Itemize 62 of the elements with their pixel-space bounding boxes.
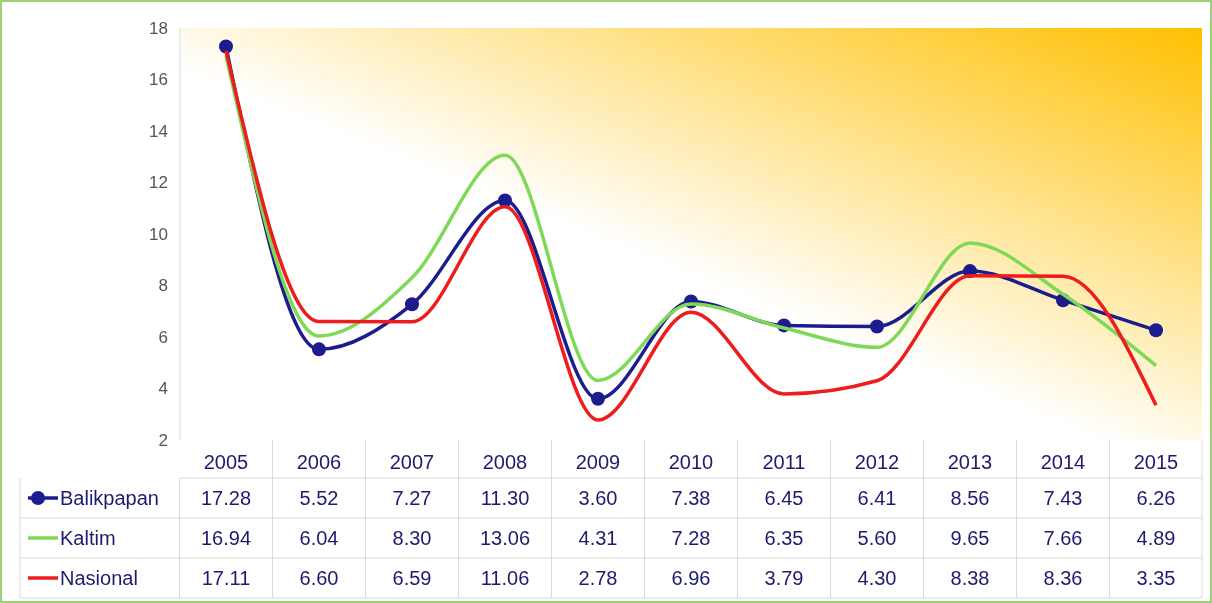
data-label: 7.66 (1043, 527, 1083, 549)
point (219, 39, 233, 54)
x-tick-label: 2014 (1040, 451, 1086, 473)
data-label: 11.30 (480, 487, 530, 509)
x-tick-label: 2015 (1133, 451, 1179, 473)
y-tick-label: 2 (158, 430, 168, 450)
data-label: 6.96 (671, 567, 711, 589)
point (312, 342, 326, 357)
data-label: 11.06 (480, 567, 530, 589)
x-tick-label: 2006 (296, 451, 342, 473)
data-label: 6.41 (857, 487, 897, 509)
data-label: 6.60 (299, 567, 339, 589)
data-label: 6.35 (764, 527, 804, 549)
y-tick-label: 12 (149, 173, 168, 193)
y-tick-label: 18 (149, 18, 168, 38)
x-tick-label: 2010 (668, 451, 714, 473)
y-tick-label: 6 (158, 327, 168, 347)
data-label: 5.60 (857, 527, 897, 549)
y-tick-label: 16 (149, 70, 168, 90)
y-tick-label: 10 (149, 224, 168, 244)
data-label: 13.06 (479, 527, 531, 549)
data-label: 8.38 (950, 567, 990, 589)
data-label: 4.89 (1136, 527, 1176, 549)
x-tick-label: 2008 (482, 451, 528, 473)
data-label: 2.78 (578, 567, 618, 589)
y-tick-label: 8 (158, 276, 168, 296)
point (1149, 323, 1163, 338)
point (405, 297, 419, 312)
data-label: 17.11 (201, 567, 251, 589)
data-label: 16.94 (200, 527, 252, 549)
y-tick-label: 14 (149, 121, 168, 141)
data-label: 3.60 (578, 487, 618, 509)
data-label: 6.04 (299, 527, 339, 549)
data-label: 3.35 (1136, 567, 1176, 589)
data-label: 8.36 (1043, 567, 1083, 589)
point (591, 391, 605, 406)
x-tick-label: 2005 (203, 451, 249, 473)
x-tick-label: 2013 (947, 451, 993, 473)
legend-label: Nasional (60, 567, 138, 589)
point (870, 319, 884, 334)
data-label: 7.27 (392, 487, 432, 509)
data-label: 9.65 (950, 527, 990, 549)
data-label: 6.59 (392, 567, 432, 589)
data-label: 4.30 (857, 567, 897, 589)
data-label: 6.45 (764, 487, 804, 509)
data-label: 17.28 (200, 487, 252, 509)
data-label: 6.26 (1136, 487, 1176, 509)
x-tick-label: 2012 (854, 451, 900, 473)
legend-label: Kaltim (60, 527, 116, 549)
data-label: 4.31 (578, 527, 618, 549)
data-label: 8.30 (392, 527, 432, 549)
data-label: 5.52 (299, 487, 339, 509)
data-label: 3.79 (764, 567, 804, 589)
data-label: 7.38 (671, 487, 711, 509)
y-tick-label: 4 (158, 379, 168, 399)
data-label: 7.28 (671, 527, 711, 549)
x-tick-label: 2007 (389, 451, 435, 473)
data-label: 8.56 (950, 487, 990, 509)
data-label: 7.43 (1043, 487, 1083, 509)
x-tick-label: 2009 (575, 451, 621, 473)
legend-label: Balikpapan (60, 487, 159, 509)
x-tick-label: 2011 (762, 451, 806, 473)
